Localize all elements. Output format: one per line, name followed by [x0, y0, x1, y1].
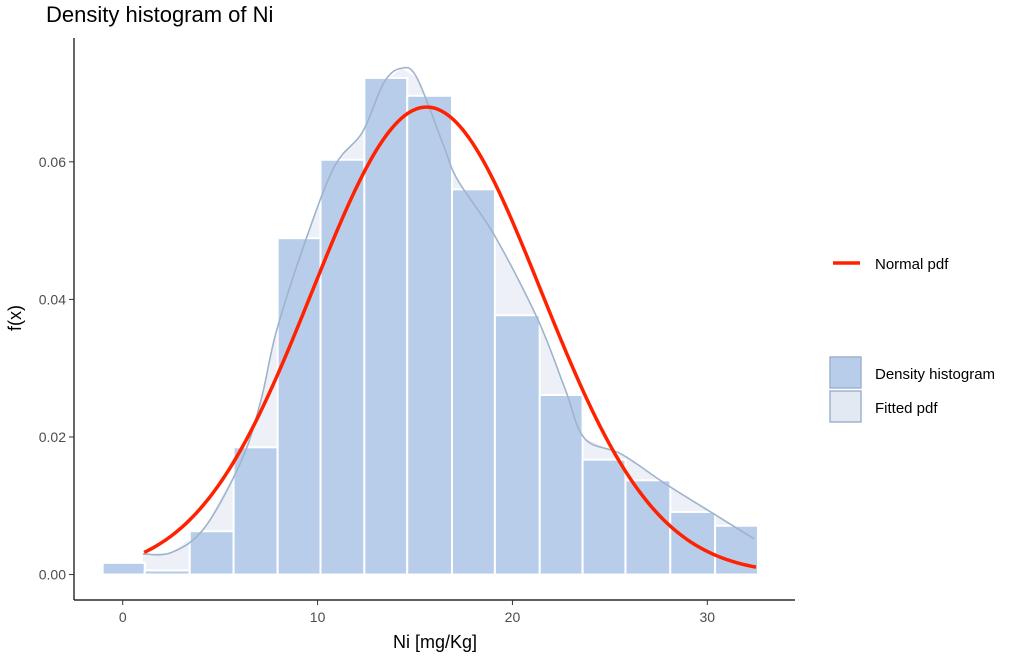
- legend-normal-pdf-label: Normal pdf: [875, 256, 949, 273]
- histogram-bar: [276, 237, 322, 576]
- y-axis-label: f(x): [5, 305, 25, 331]
- y-tick-label: 0.00: [39, 567, 66, 583]
- x-axis-label: Ni [mg/Kg]: [393, 632, 477, 652]
- x-tick-label: 10: [310, 609, 326, 625]
- histogram-bar: [451, 188, 496, 576]
- y-ticks: 0.00 0.02 0.04 0.06: [39, 154, 74, 583]
- legend-density-histogram-label: Density histogram: [875, 366, 995, 383]
- histogram-bar: [581, 458, 627, 576]
- histogram-bar: [143, 569, 191, 576]
- legend: Normal pdf Density histogram Fitted pdf: [829, 256, 995, 423]
- x-ticks: 0 10 20 30: [119, 600, 715, 625]
- histogram-bar: [319, 158, 366, 576]
- x-tick-label: 0: [119, 609, 127, 625]
- legend-fitted-pdf-swatch: [829, 390, 862, 423]
- chart-title: Density histogram of Ni: [46, 2, 273, 27]
- histogram-bar: [493, 314, 541, 576]
- histogram-bar: [101, 561, 146, 576]
- histogram-bar: [363, 76, 409, 576]
- x-tick-label: 30: [700, 609, 716, 625]
- normal-pdf-line: [143, 105, 757, 569]
- y-tick-label: 0.06: [39, 154, 66, 170]
- histogram-bar: [232, 446, 279, 576]
- legend-fitted-pdf-label: Fitted pdf: [875, 400, 938, 417]
- histogram-bar: [624, 479, 672, 576]
- plot-area: [101, 66, 759, 576]
- y-tick-label: 0.02: [39, 429, 66, 445]
- x-tick-label: 20: [505, 609, 521, 625]
- y-tick-label: 0.04: [39, 291, 66, 307]
- histogram-bar: [406, 94, 454, 576]
- legend-density-histogram-swatch: [829, 356, 862, 389]
